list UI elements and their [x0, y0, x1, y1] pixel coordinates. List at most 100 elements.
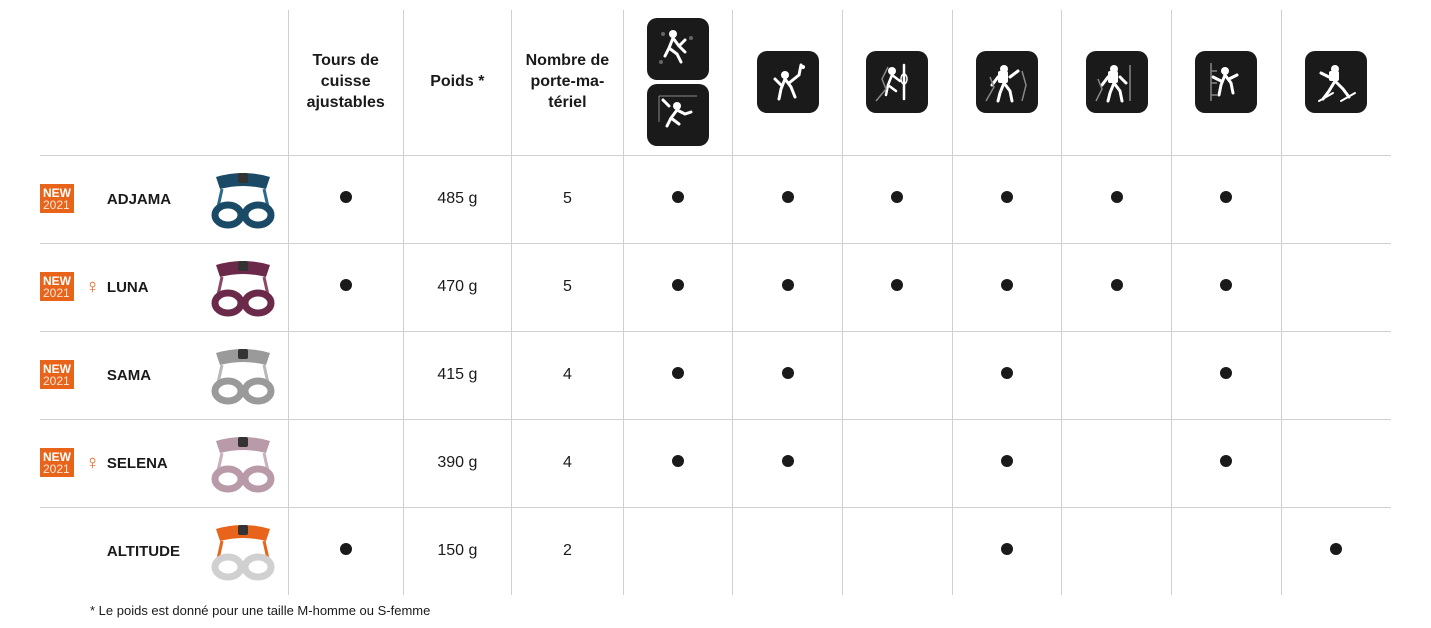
weight-cell: 470 g	[403, 243, 512, 331]
gearloops-cell: 4	[512, 331, 624, 419]
gearloops-cell: 5	[512, 155, 624, 243]
badge-cell: NEW2021	[40, 331, 82, 419]
activity-cell	[1281, 243, 1391, 331]
product-name: SAMA	[103, 331, 199, 419]
badge-cell: NEW2021	[40, 419, 82, 507]
badge-cell: NEW2021	[40, 155, 82, 243]
activity-cell	[843, 155, 953, 243]
gearloops-cell: 5	[512, 243, 624, 331]
activity-cell	[1062, 331, 1172, 419]
activity-cell	[843, 507, 953, 595]
header-empty	[40, 10, 288, 155]
ski-touring-icon	[1305, 51, 1367, 113]
activity-cell	[733, 419, 843, 507]
female-icon: ♀	[85, 452, 100, 474]
weight-cell: 390 g	[403, 419, 512, 507]
product-image	[199, 331, 289, 419]
dot-icon	[1001, 455, 1013, 467]
harness-icon	[204, 339, 282, 407]
activity-cell	[1172, 419, 1282, 507]
adjustable-cell	[288, 243, 403, 331]
header-activity-1	[733, 10, 843, 155]
new-badge: NEW2021	[40, 360, 74, 389]
via-ferrata-icon	[1195, 51, 1257, 113]
activity-cell	[1062, 243, 1172, 331]
new-badge: NEW2021	[40, 184, 74, 213]
new-badge: NEW2021	[40, 448, 74, 477]
dot-icon	[1220, 455, 1232, 467]
product-image	[199, 507, 289, 595]
header-row: Tours de cuisse ajustables Poids * Nombr…	[40, 10, 1391, 155]
table-row: NEW2021♀LUNA470 g5	[40, 243, 1391, 331]
dot-icon	[1001, 191, 1013, 203]
dot-icon	[1220, 279, 1232, 291]
header-activity-4	[1062, 10, 1172, 155]
activity-cell	[1281, 155, 1391, 243]
activity-cell	[843, 419, 953, 507]
footnote: * Le poids est donné pour une taille M-h…	[40, 595, 1391, 618]
dot-icon	[1220, 367, 1232, 379]
weight-cell: 150 g	[403, 507, 512, 595]
activity-cell	[1062, 419, 1172, 507]
adjustable-cell	[288, 419, 403, 507]
dot-icon	[340, 279, 352, 291]
header-gearloops: Nombre de porte-ma­tériel	[512, 10, 624, 155]
activity-cell	[952, 243, 1062, 331]
product-image	[199, 155, 289, 243]
harness-icon	[204, 427, 282, 495]
dot-icon	[340, 191, 352, 203]
activity-cell	[952, 419, 1062, 507]
table-row: NEW2021 SAMA 415 g4	[40, 331, 1391, 419]
weight-cell: 485 g	[403, 155, 512, 243]
activity-cell	[623, 331, 733, 419]
harness-icon	[204, 251, 282, 319]
female-cell	[82, 155, 103, 243]
activity-cell	[733, 243, 843, 331]
gearloops-cell: 4	[512, 419, 624, 507]
female-cell	[82, 507, 103, 595]
dot-icon	[1111, 191, 1123, 203]
female-cell: ♀	[82, 243, 103, 331]
product-image	[199, 419, 289, 507]
activity-cell	[733, 331, 843, 419]
activity-cell	[733, 155, 843, 243]
activity-cell	[733, 507, 843, 595]
product-name: ADJAMA	[103, 155, 199, 243]
adjustable-cell	[288, 507, 403, 595]
dot-icon	[340, 543, 352, 555]
activity-cell	[1172, 331, 1282, 419]
comparison-table: Tours de cuisse ajustables Poids * Nombr…	[40, 10, 1391, 595]
header-activity-5	[1172, 10, 1282, 155]
dot-icon	[672, 455, 684, 467]
belay-icon	[757, 51, 819, 113]
alpine-icon	[1086, 51, 1148, 113]
dot-icon	[672, 279, 684, 291]
dot-icon	[782, 279, 794, 291]
header-weight-label: Poids *	[424, 72, 490, 93]
activity-cell	[623, 419, 733, 507]
female-cell	[82, 331, 103, 419]
dot-icon	[1001, 543, 1013, 555]
adjustable-cell	[288, 155, 403, 243]
activity-cell	[1062, 507, 1172, 595]
activity-cell	[623, 243, 733, 331]
header-gearloops-label: Nombre de porte-ma­tériel	[512, 51, 623, 113]
dot-icon	[782, 455, 794, 467]
activity-cell	[1172, 507, 1282, 595]
activity-cell	[1172, 155, 1282, 243]
climbing-gym-icon	[624, 18, 733, 146]
table-row: ALTITUDE150 g2	[40, 507, 1391, 595]
header-adjustable: Tours de cuisse ajustables	[288, 10, 403, 155]
activity-cell	[623, 507, 733, 595]
header-weight: Poids *	[403, 10, 512, 155]
mountaineering-icon	[976, 51, 1038, 113]
female-cell: ♀	[82, 419, 103, 507]
badge-cell	[40, 507, 82, 595]
weight-cell: 415 g	[403, 331, 512, 419]
activity-cell	[1281, 419, 1391, 507]
header-activity-2	[843, 10, 953, 155]
female-icon: ♀	[85, 276, 100, 298]
harness-icon	[204, 515, 282, 583]
activity-cell	[1172, 243, 1282, 331]
header-activity-0	[623, 10, 733, 155]
